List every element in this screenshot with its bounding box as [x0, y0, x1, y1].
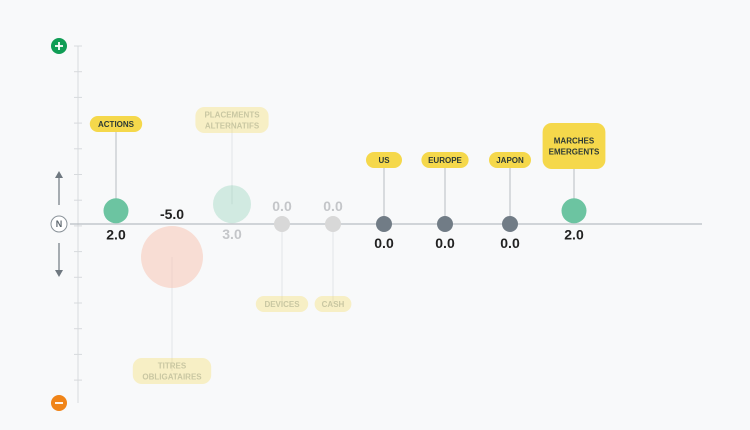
value-label: -5.0 — [160, 206, 184, 222]
data-bubble[interactable] — [502, 216, 518, 232]
category-label: CASH — [322, 300, 345, 309]
category-label: MARCHES EMERGENTS — [549, 137, 600, 157]
data-bubble[interactable] — [103, 198, 129, 224]
value-label: 0.0 — [323, 198, 343, 214]
category-tag[interactable] — [195, 107, 269, 133]
value-label: 2.0 — [564, 226, 584, 242]
up-arrowhead-icon — [55, 171, 63, 178]
category-label: ACTIONS — [98, 120, 135, 129]
category-tag[interactable] — [542, 123, 606, 169]
value-label: 0.0 — [500, 235, 520, 251]
category-tag[interactable] — [366, 152, 402, 168]
category-label: PLACEMENTS ALTERNATIFS — [204, 111, 260, 131]
data-bubble[interactable] — [274, 216, 290, 232]
neutral-label: N — [56, 219, 63, 229]
category-label: US — [378, 156, 390, 165]
data-bubble[interactable] — [325, 216, 341, 232]
data-bubble[interactable] — [376, 216, 392, 232]
value-label: 0.0 — [272, 198, 292, 214]
category-tag[interactable] — [132, 358, 212, 384]
data-bubble[interactable] — [141, 226, 203, 288]
category-label: TITRES OBLIGATAIRES — [142, 362, 202, 382]
data-bubble[interactable] — [437, 216, 453, 232]
neutral-marker — [50, 215, 68, 233]
value-label: 2.0 — [106, 226, 126, 242]
category-label: JAPON — [496, 156, 524, 165]
category-tag[interactable] — [314, 296, 352, 312]
category-label: EUROPE — [428, 156, 462, 165]
category-tag[interactable] — [489, 152, 531, 168]
category-label: DEVICES — [264, 300, 300, 309]
category-tag[interactable] — [255, 296, 309, 312]
value-label: 3.0 — [222, 226, 242, 242]
down-arrowhead-icon — [55, 270, 63, 277]
category-tag[interactable] — [89, 116, 143, 132]
data-bubble[interactable] — [213, 185, 251, 224]
data-bubble[interactable] — [561, 198, 587, 224]
category-tag[interactable] — [421, 152, 469, 168]
value-label: 0.0 — [435, 235, 455, 251]
value-label: 0.0 — [374, 235, 394, 251]
